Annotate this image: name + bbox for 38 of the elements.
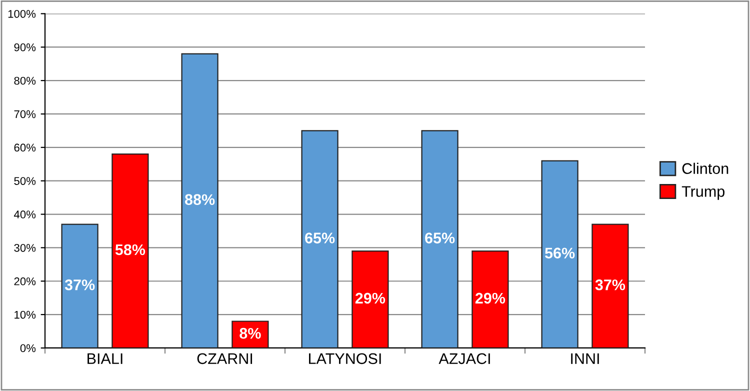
data-label: 58% xyxy=(115,244,146,256)
y-tick-label: 90% xyxy=(14,43,36,52)
data-label: 65% xyxy=(425,232,455,244)
data-label: 8% xyxy=(240,328,261,339)
bar xyxy=(421,130,458,348)
data-label: 29% xyxy=(475,292,506,304)
legend-label: Trump xyxy=(682,186,724,200)
y-tick-label: 60% xyxy=(14,144,36,152)
y-tick-label: 100% xyxy=(8,10,36,18)
x-tick-label: INNI xyxy=(571,353,599,364)
x-tick-label: LATYNOSI xyxy=(309,353,381,364)
x-tick-label: BIALI xyxy=(88,353,122,364)
data-label: 37% xyxy=(595,279,626,290)
data-label: 37% xyxy=(64,279,95,290)
y-tick-label: 40% xyxy=(14,210,36,218)
legend-label: Clinton xyxy=(682,162,728,174)
bar xyxy=(472,250,509,348)
x-tick-label: CZARNI xyxy=(197,353,252,364)
y-tick-label: 20% xyxy=(14,277,36,286)
data-label: 29% xyxy=(355,292,386,304)
y-tick-label: 10% xyxy=(14,310,36,319)
bar xyxy=(61,224,98,348)
y-tick-label: 50% xyxy=(14,177,36,185)
bar xyxy=(181,53,218,348)
data-label: 56% xyxy=(544,248,575,258)
y-tick-label: 30% xyxy=(14,244,36,252)
y-tick-label: 80% xyxy=(14,76,36,85)
bar xyxy=(541,160,578,348)
bar xyxy=(352,250,389,348)
bar xyxy=(301,130,338,348)
data-label: 88% xyxy=(184,194,215,205)
y-tick-label: 0% xyxy=(20,344,36,352)
bar xyxy=(592,224,629,348)
x-tick-label: AZJACI xyxy=(438,353,490,364)
y-tick-label: 70% xyxy=(14,110,36,118)
bar xyxy=(232,320,269,348)
data-label: 65% xyxy=(305,232,335,244)
bar xyxy=(112,154,149,348)
